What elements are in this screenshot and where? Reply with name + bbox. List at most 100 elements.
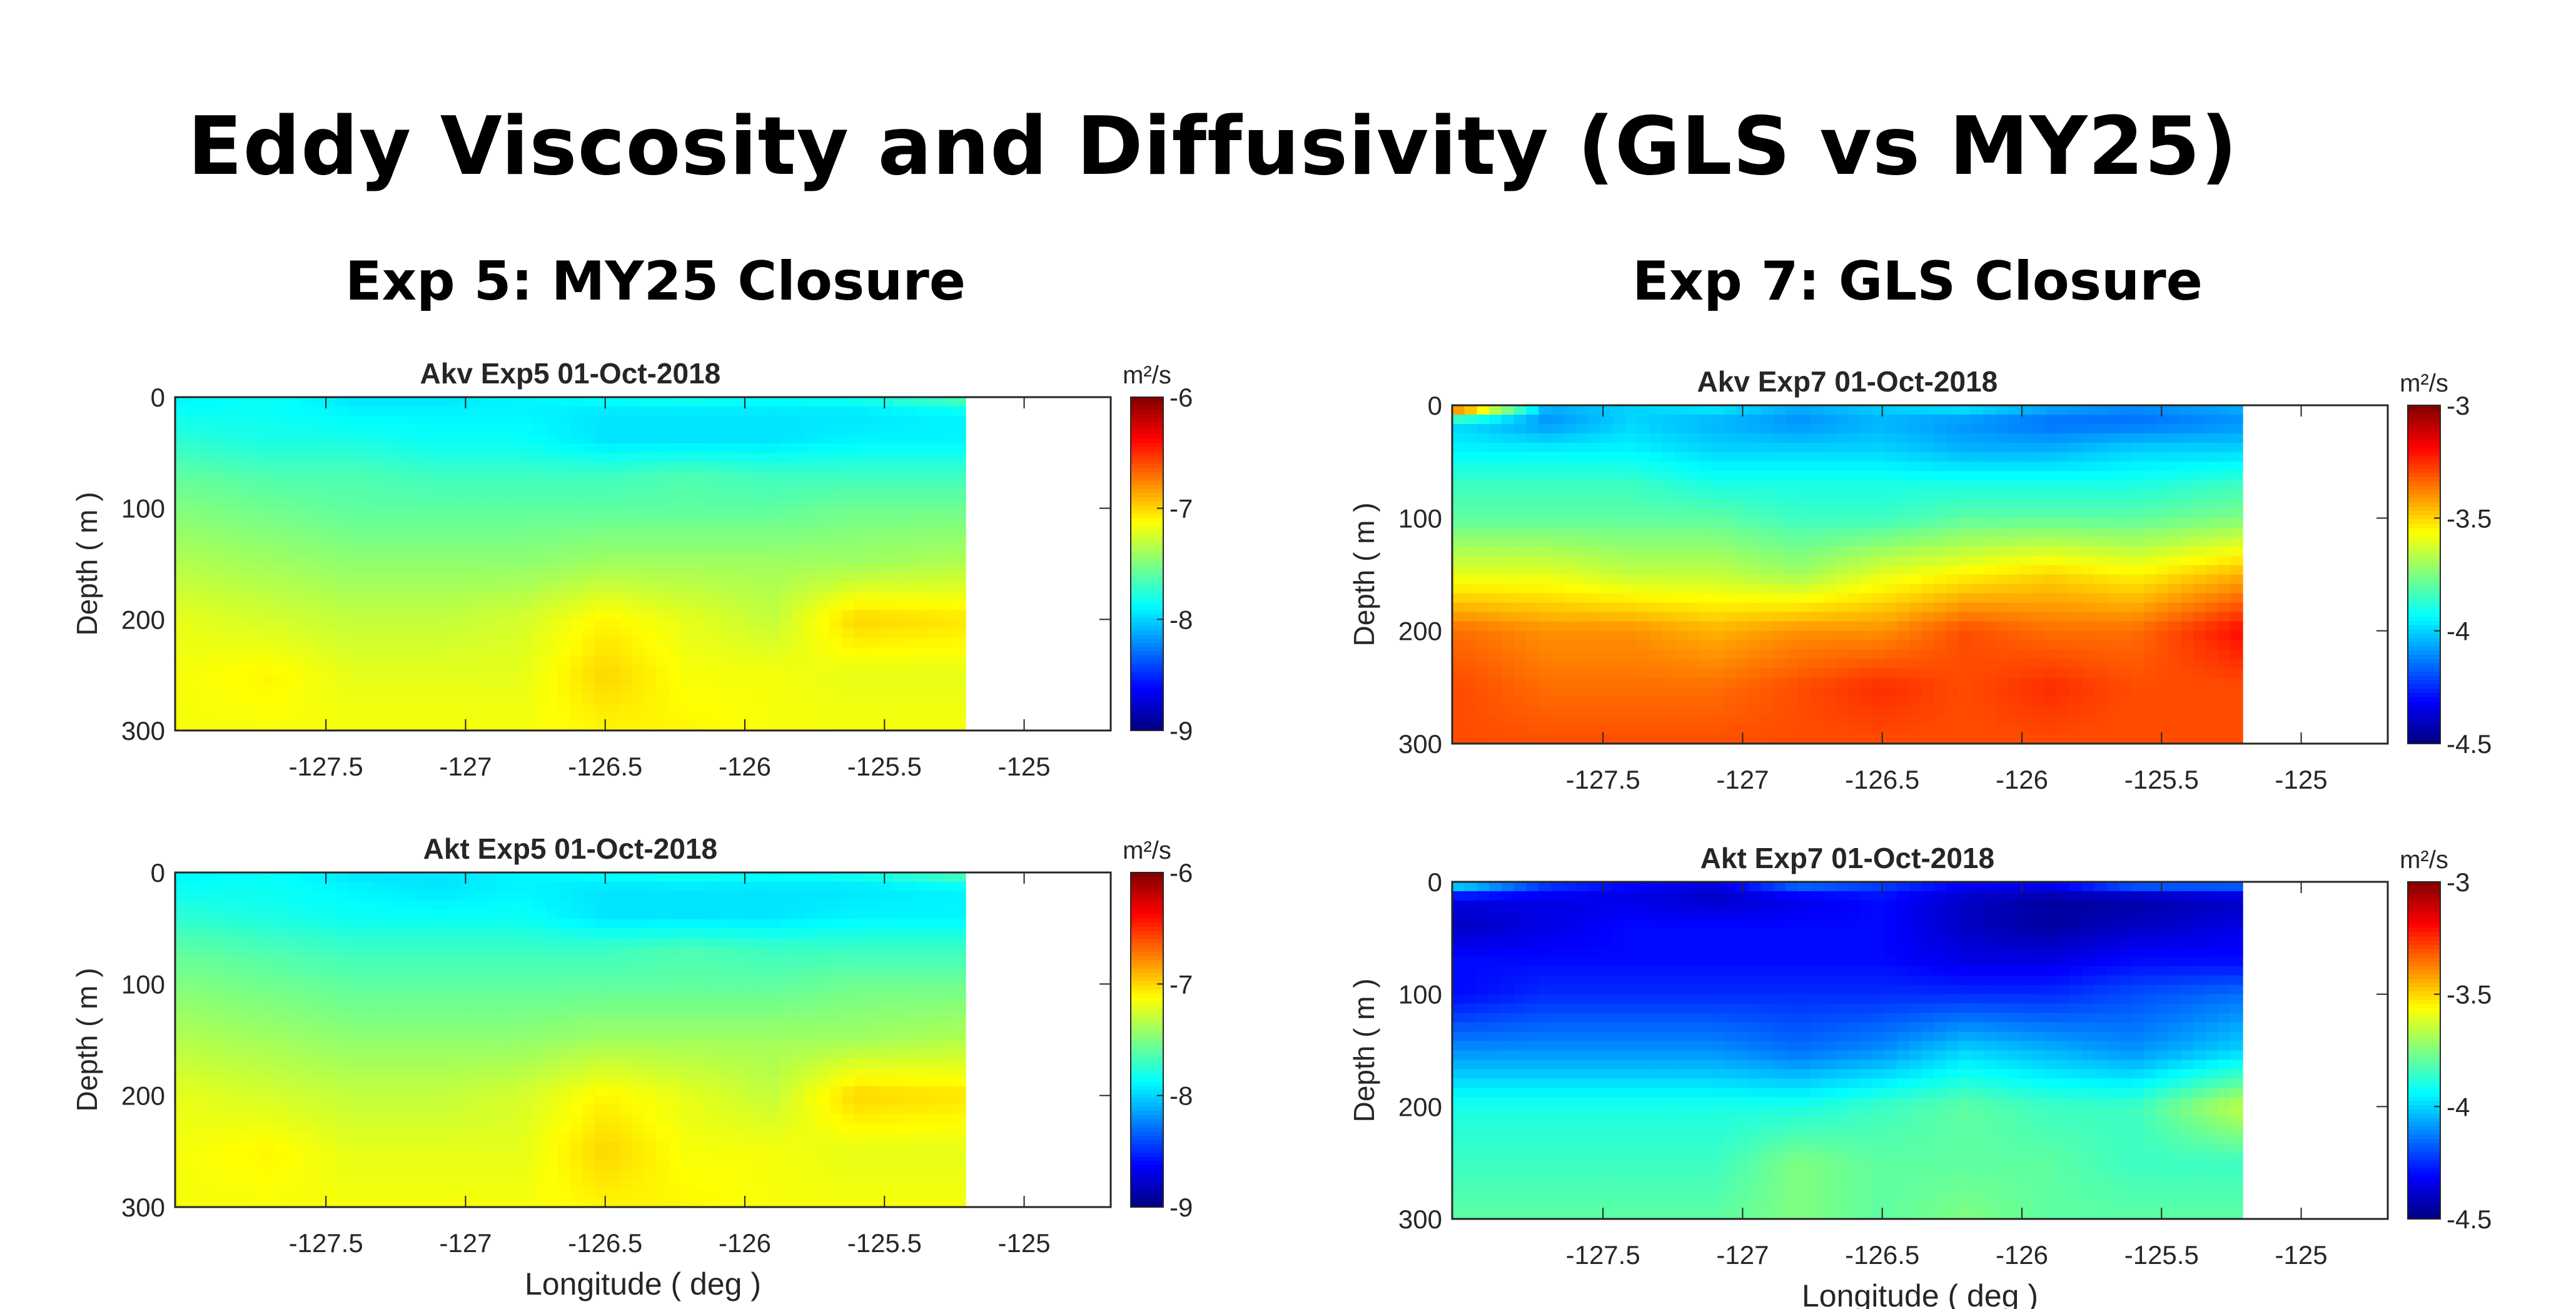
heatmap-cell — [483, 610, 497, 620]
heatmap-cell — [236, 1104, 250, 1115]
heatmap-cell — [520, 1039, 534, 1050]
heatmap-cell — [212, 536, 225, 546]
heatmap-cell — [570, 554, 583, 565]
heatmap-cell — [755, 712, 769, 722]
heatmap-cell — [706, 1142, 719, 1152]
heatmap-cell — [755, 637, 769, 648]
heatmap-cell — [607, 1198, 620, 1208]
heatmap-cell — [607, 693, 620, 704]
heatmap-cell — [866, 508, 880, 518]
heatmap-cell — [619, 1188, 633, 1199]
colorbar-segment — [1131, 1023, 1163, 1028]
heatmap-cell — [225, 965, 238, 976]
heatmap-cell — [397, 721, 411, 731]
heatmap-cell — [582, 527, 596, 537]
heatmap-cell — [657, 1151, 670, 1161]
heatmap-cell — [360, 1160, 373, 1171]
heatmap-cell — [360, 1170, 373, 1180]
heatmap-cell — [743, 573, 756, 584]
heatmap-cell — [298, 1021, 312, 1031]
heatmap-cell — [187, 545, 201, 555]
heatmap-cell — [780, 702, 794, 713]
heatmap-cell — [817, 582, 831, 592]
heatmap-cell — [879, 1142, 892, 1152]
heatmap-cell — [866, 1188, 880, 1199]
heatmap-cell — [471, 693, 485, 704]
heatmap-cell — [360, 684, 373, 694]
heatmap-cell — [879, 984, 892, 994]
heatmap-cell — [558, 600, 571, 611]
heatmap-cell — [891, 1049, 904, 1059]
heatmap-cell — [298, 490, 312, 500]
heatmap-cell — [483, 443, 497, 453]
heatmap-cell — [397, 508, 411, 518]
heatmap-cell — [212, 527, 225, 537]
heatmap-cell — [619, 545, 633, 555]
heatmap-cell — [657, 881, 670, 892]
heatmap-cell — [558, 993, 571, 1004]
heatmap-cell — [904, 554, 917, 565]
heatmap-cell — [669, 1179, 682, 1190]
colorbar-segment — [1131, 1027, 1163, 1033]
heatmap-cell — [545, 508, 559, 518]
heatmap-cell — [916, 1123, 929, 1134]
heatmap-cell — [422, 629, 435, 639]
heatmap-cell — [780, 665, 794, 676]
heatmap-cell — [681, 508, 695, 518]
heatmap-cell — [780, 573, 794, 584]
heatmap-cell — [422, 938, 435, 948]
heatmap-cell — [743, 490, 756, 500]
heatmap-cell — [2008, 405, 2021, 415]
heatmap-cell — [249, 582, 263, 592]
heatmap-cell — [187, 693, 201, 704]
heatmap-cell — [385, 508, 398, 518]
heatmap-cell — [644, 619, 658, 630]
heatmap-cell — [644, 1011, 658, 1022]
heatmap-cell — [619, 1068, 633, 1078]
heatmap-cell — [520, 702, 534, 713]
heatmap-cell — [632, 406, 645, 417]
heatmap-cell — [842, 946, 855, 957]
colorbar-segment — [1131, 609, 1163, 615]
heatmap-cell — [372, 462, 386, 472]
heatmap-cell — [496, 1021, 510, 1031]
heatmap-cell — [274, 434, 287, 444]
heatmap-cell — [236, 397, 250, 407]
heatmap-cell — [249, 406, 263, 417]
heatmap-cell — [570, 536, 583, 546]
heatmap-cell — [335, 508, 349, 518]
colorbar-segment — [1131, 597, 1163, 602]
heatmap-cell — [200, 591, 213, 602]
heatmap-cell — [718, 974, 732, 985]
heatmap-cell — [200, 600, 213, 611]
heatmap-cell — [360, 712, 373, 722]
colorbar-segment — [1131, 1156, 1163, 1162]
heatmap-cell — [236, 684, 250, 694]
heatmap-cell — [422, 675, 435, 685]
heatmap-cell — [410, 928, 423, 939]
heatmap-cell — [854, 480, 867, 491]
heatmap-cell — [372, 891, 386, 901]
heatmap-cell — [817, 1198, 831, 1208]
heatmap-cell — [644, 536, 658, 546]
heatmap-cell — [941, 1123, 954, 1134]
heatmap-cell — [335, 984, 349, 994]
heatmap-cell — [422, 1011, 435, 1022]
heatmap-cell — [249, 573, 263, 584]
heatmap-cell — [496, 928, 510, 939]
heatmap-cell — [496, 665, 510, 676]
heatmap-cell — [941, 900, 954, 911]
heatmap-cell — [558, 656, 571, 667]
heatmap-cell — [904, 1058, 917, 1069]
heatmap-cell — [422, 1133, 435, 1143]
heatmap-cell — [718, 554, 732, 565]
heatmap-cell — [928, 1076, 942, 1087]
heatmap-cell — [842, 675, 855, 685]
heatmap-cell — [434, 675, 448, 685]
heatmap-cell — [928, 984, 942, 994]
heatmap-cell — [755, 1068, 769, 1078]
heatmap-cell — [842, 1104, 855, 1115]
heatmap-cell — [582, 938, 596, 948]
heatmap-cell — [459, 1039, 472, 1050]
heatmap-cell — [311, 956, 324, 966]
